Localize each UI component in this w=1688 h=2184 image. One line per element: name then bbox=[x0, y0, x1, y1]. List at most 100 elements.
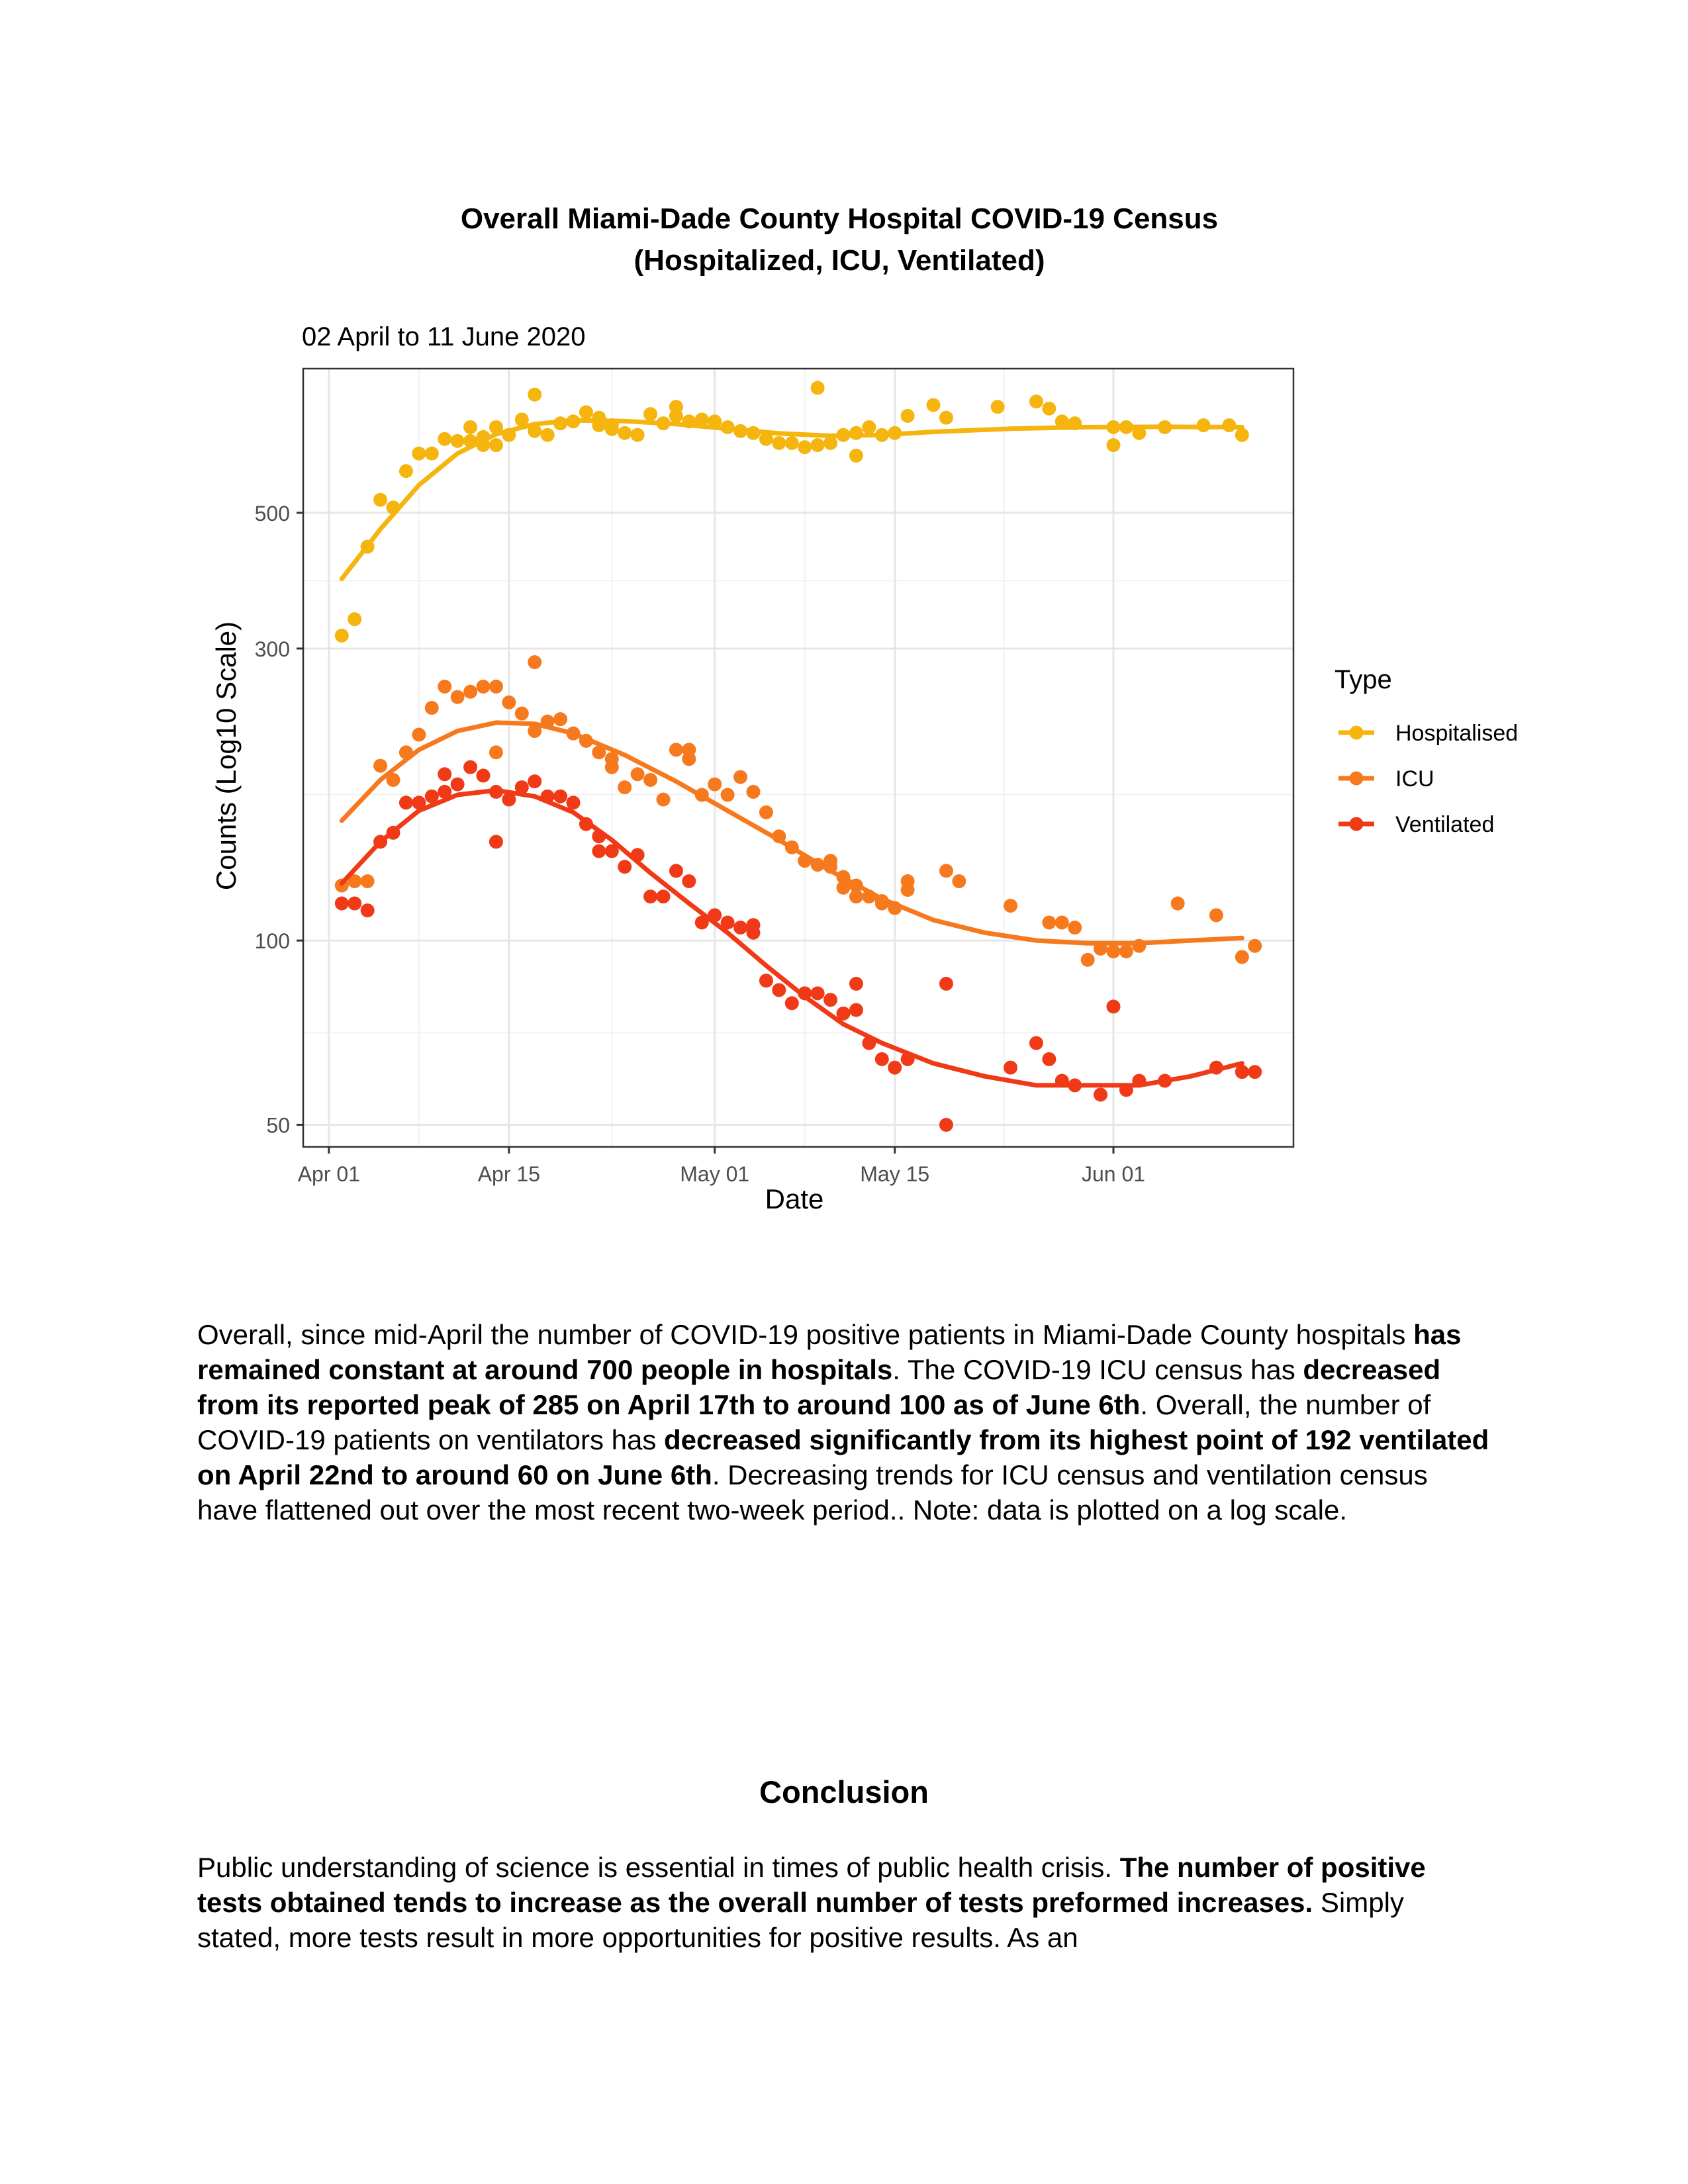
paragraph2-segment: The number of positive tests obtained te… bbox=[197, 1852, 1426, 1918]
icu-point bbox=[476, 679, 491, 694]
icu-trend-line bbox=[339, 720, 1244, 946]
ventilated-point bbox=[566, 796, 581, 810]
hospitalised-point bbox=[438, 432, 452, 446]
icu-point bbox=[1055, 915, 1069, 930]
hospitalised-point bbox=[810, 438, 825, 453]
icu-point bbox=[682, 752, 696, 766]
legend-label-ventilated: Ventilated bbox=[1395, 812, 1494, 837]
x-tick-label: Apr 01 bbox=[298, 1162, 360, 1186]
ventilated-point bbox=[399, 796, 413, 810]
hospitalised-point bbox=[540, 428, 555, 442]
hospitalised-point bbox=[1106, 438, 1121, 453]
icu-point bbox=[450, 690, 465, 704]
icu-point bbox=[1080, 952, 1095, 967]
icu-point bbox=[733, 770, 748, 784]
icu-point bbox=[952, 874, 966, 889]
chart-title: Overall Miami-Dade County Hospital COVID… bbox=[461, 203, 1218, 235]
ventilated-point bbox=[412, 796, 426, 810]
y-tick-label: 50 bbox=[266, 1114, 290, 1138]
ventilated-point bbox=[424, 789, 439, 803]
hospitalised-point bbox=[1042, 401, 1056, 416]
paragraph1-segment: has remained constant at around 700 peop… bbox=[197, 1319, 1462, 1385]
ventilated-point bbox=[836, 1006, 851, 1021]
hospitalised-point bbox=[424, 446, 439, 461]
paragraph1-segment: decreased significantly from its highest… bbox=[197, 1424, 1489, 1490]
icu-point bbox=[514, 706, 529, 721]
icu-point bbox=[643, 772, 658, 787]
icu-point bbox=[836, 880, 851, 895]
ventilated-point bbox=[553, 789, 568, 803]
legend-key-dot-ventilated bbox=[1349, 817, 1364, 831]
hospitalised-point bbox=[849, 426, 863, 440]
hospitalised-point bbox=[990, 400, 1005, 414]
ventilated-point bbox=[694, 915, 709, 930]
hospitalised-point bbox=[489, 438, 503, 453]
hospitalised-point bbox=[412, 446, 426, 461]
icu-point bbox=[759, 805, 773, 819]
icu-point bbox=[424, 701, 439, 715]
findings-paragraph: Overall, since mid-April the number of C… bbox=[197, 1317, 1495, 1527]
ventilated-point bbox=[1106, 999, 1121, 1014]
icu-point bbox=[489, 745, 503, 760]
hospitalised-point bbox=[784, 435, 799, 450]
ventilated-point bbox=[1235, 1065, 1249, 1079]
ventilated-point bbox=[450, 777, 465, 792]
hospitalised-point bbox=[708, 414, 722, 429]
icu-point bbox=[669, 743, 683, 757]
hospitalised-point bbox=[772, 435, 786, 450]
hospitalised-point bbox=[823, 435, 838, 450]
chart-title-line-2: (Hospitalized, ICU, Ventilated) bbox=[634, 244, 1045, 277]
hospitalised-point bbox=[528, 387, 542, 402]
ventilated-point bbox=[682, 874, 696, 889]
icu-point bbox=[1068, 921, 1082, 935]
hospitalised-point bbox=[669, 408, 683, 423]
paragraph1-segment: . The COVID-19 ICU census has bbox=[892, 1354, 1303, 1385]
legend-key-dot-hospitalised bbox=[1349, 725, 1364, 740]
ventilated-point bbox=[784, 996, 799, 1011]
paragraph2-segment: Simply stated, more tests result in more… bbox=[197, 1887, 1404, 1953]
icu-point bbox=[553, 712, 568, 727]
ventilated-point bbox=[618, 860, 632, 874]
ventilated-point bbox=[438, 784, 452, 799]
legend: Type Hospitalised ICU Ventilated bbox=[1335, 665, 1518, 837]
x-tick-label: May 15 bbox=[860, 1162, 929, 1186]
census-chart: Overall Miami-Dade County Hospital COVID… bbox=[211, 203, 1518, 1214]
icu-point bbox=[708, 777, 722, 792]
icu-point bbox=[528, 724, 542, 739]
ventilated-point bbox=[810, 986, 825, 1001]
ventilated-point bbox=[592, 844, 606, 858]
icu-point bbox=[438, 679, 452, 694]
x-tick-label: May 01 bbox=[680, 1162, 749, 1186]
ventilated-point bbox=[334, 896, 349, 911]
hospitalised-point bbox=[463, 420, 478, 434]
icu-point bbox=[656, 792, 671, 807]
icu-point bbox=[463, 684, 478, 699]
paragraph1-segment: Overall, since mid-April the number of C… bbox=[197, 1319, 1414, 1350]
legend-title: Type bbox=[1335, 665, 1392, 694]
hospitalised-point bbox=[630, 428, 645, 442]
icu-point bbox=[1248, 938, 1262, 953]
y-tick-label: 300 bbox=[255, 637, 290, 661]
ventilated-point bbox=[438, 767, 452, 782]
icu-point bbox=[360, 874, 375, 889]
ventilated-point bbox=[669, 864, 683, 878]
icu-point bbox=[1209, 908, 1223, 923]
icu-point bbox=[604, 760, 619, 774]
ventilated-point bbox=[759, 974, 773, 988]
icu-point bbox=[489, 679, 503, 694]
panel-border bbox=[302, 367, 1295, 1148]
panel-background bbox=[303, 369, 1293, 1147]
ventilated-point bbox=[823, 993, 838, 1007]
hospitalised-point bbox=[900, 408, 915, 423]
hospitalised-point bbox=[579, 405, 593, 420]
hospitalised-point bbox=[1132, 426, 1147, 440]
hospitalised-trend-line bbox=[339, 418, 1244, 582]
ventilated-point bbox=[888, 1060, 902, 1075]
icu-point bbox=[1235, 950, 1249, 964]
ventilated-point bbox=[1004, 1060, 1018, 1075]
ventilated-point bbox=[502, 792, 516, 807]
y-axis-label: Counts (Log10 Scale) bbox=[211, 621, 242, 890]
legend-label-icu: ICU bbox=[1395, 766, 1434, 792]
hospitalised-point bbox=[926, 398, 941, 412]
x-axis-label: Date bbox=[765, 1183, 824, 1214]
